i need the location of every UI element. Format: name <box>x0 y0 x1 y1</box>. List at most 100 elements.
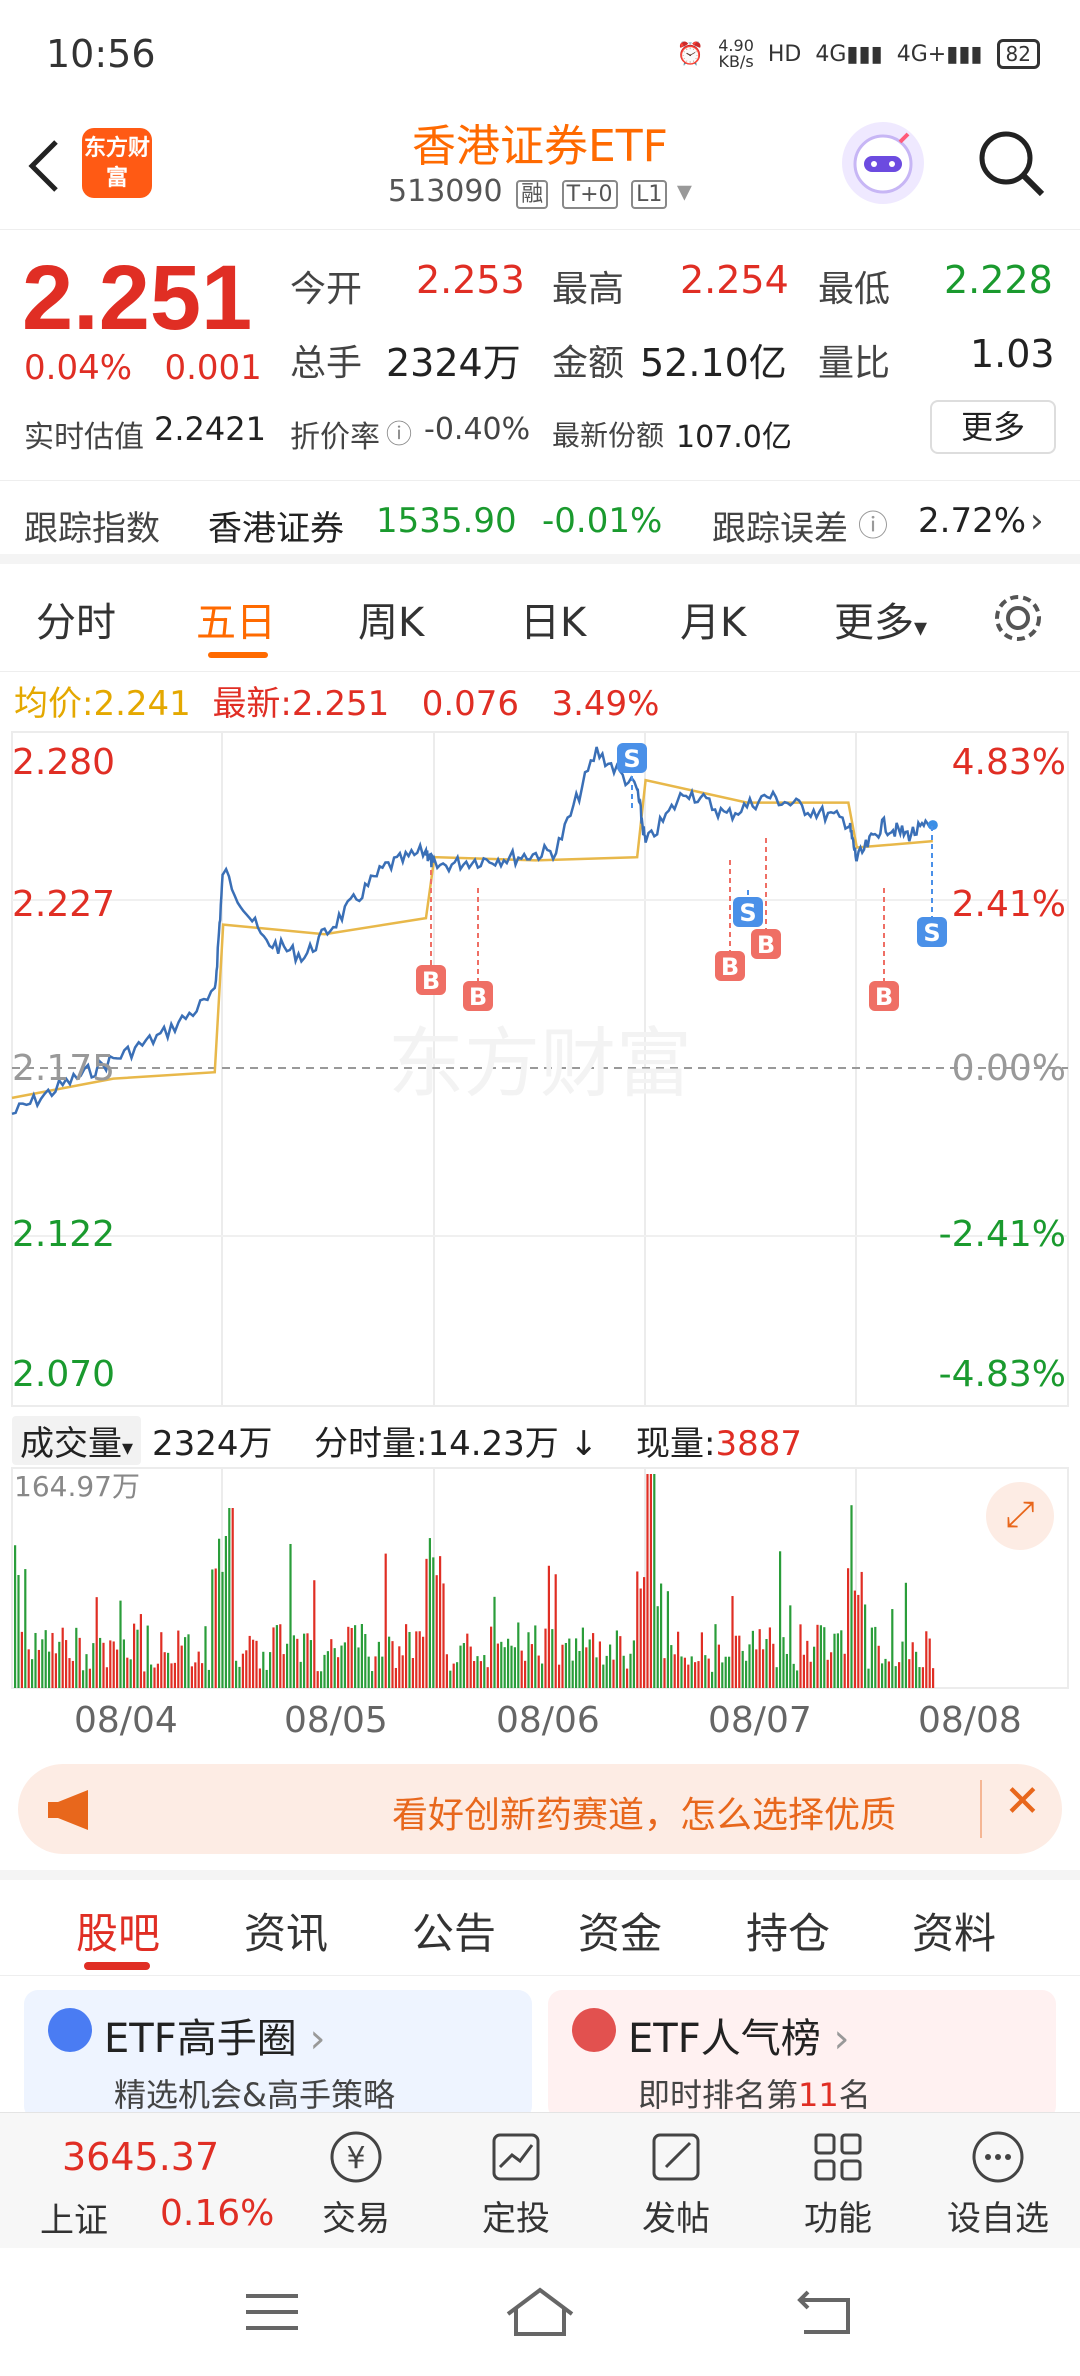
buy-marker[interactable] <box>463 981 493 1011</box>
volume-bar <box>717 1644 720 1688</box>
tab-five-day[interactable]: 五日 <box>196 600 276 646</box>
chevron-right-icon: › <box>1030 501 1044 541</box>
volume-max-label: 164.97万 <box>14 1470 140 1503</box>
volume-dropdown[interactable]: 成交量▾ <box>12 1416 142 1465</box>
sell-marker[interactable] <box>733 897 763 927</box>
menu-icon[interactable] <box>244 2292 300 2332</box>
sell-marker[interactable] <box>917 917 947 947</box>
back-arrow-icon[interactable] <box>24 136 64 196</box>
index-value[interactable]: 3645.37 <box>62 2135 220 2179</box>
nav-fixed-invest[interactable]: 定投 <box>456 2127 576 2240</box>
volume-bar <box>371 1671 374 1688</box>
date-4: 08/08 <box>918 1700 1022 1741</box>
volume-bar <box>653 1474 656 1688</box>
nav-functions[interactable]: 功能 <box>778 2127 898 2240</box>
buy-marker[interactable] <box>715 951 745 981</box>
volume-bar <box>592 1633 595 1688</box>
dropdown-icon[interactable]: ▾ <box>676 174 692 209</box>
app-logo[interactable]: 东方财富 <box>82 128 152 198</box>
tab-funds[interactable]: 资金 <box>578 1909 663 1958</box>
assistant-avatar-icon[interactable] <box>842 122 924 204</box>
close-icon[interactable]: ✕ <box>1004 1776 1041 1827</box>
tab-more[interactable]: 更多▾ <box>834 600 928 646</box>
volume-bar <box>238 1666 241 1688</box>
volume-total: 2324万 <box>152 1424 273 1464</box>
volume-bar <box>721 1662 724 1688</box>
tab-forum[interactable]: 股吧 <box>76 1909 161 1958</box>
back-icon[interactable] <box>796 2288 852 2336</box>
buy-marker[interactable] <box>869 981 899 1011</box>
content-tab-bar: 股吧 资讯 公告 资金 持仓 资料 <box>0 1880 1080 1976</box>
current-volume: 现量:3887 <box>636 1424 802 1464</box>
premium-value: -0.40% <box>424 412 531 447</box>
volume-bar <box>836 1633 839 1688</box>
low-label: 最低 <box>818 269 891 310</box>
tab-weekly[interactable]: 周K <box>358 600 425 646</box>
volume-bar <box>687 1664 690 1688</box>
promo-banner[interactable]: 看好创新药赛道，怎么选择优质 ✕ <box>18 1764 1062 1854</box>
settings-gear-icon[interactable] <box>990 590 1046 646</box>
tab-announcements[interactable]: 公告 <box>412 1909 497 1958</box>
nav-trade[interactable]: ¥ 交易 <box>296 2127 416 2240</box>
volume-bar <box>694 1662 697 1688</box>
index-name[interactable]: 上证 <box>40 2201 108 2241</box>
volume-bar <box>796 1670 799 1688</box>
volume-bar <box>245 1650 248 1688</box>
sell-marker[interactable] <box>617 743 647 773</box>
volume-bar <box>765 1639 768 1688</box>
nav-post[interactable]: 发帖 <box>616 2127 736 2240</box>
y-tick-2: 2.175 <box>12 1048 115 1089</box>
volume-bar <box>272 1627 275 1688</box>
tab-daily[interactable]: 日K <box>520 600 587 646</box>
volume-bar <box>724 1656 727 1688</box>
info-icon[interactable]: ⓘ <box>386 420 413 450</box>
volume-bar <box>745 1660 748 1688</box>
volume-bar <box>554 1574 557 1688</box>
index-change[interactable]: 0.16% <box>160 2193 275 2234</box>
tab-intraday[interactable]: 分时 <box>36 600 116 646</box>
ranking-chart-icon <box>572 2008 616 2052</box>
volume-chart[interactable]: 164.97万 ⤢ <box>0 1466 1080 1691</box>
volume-label: 总手 <box>290 343 363 384</box>
volume-bar <box>279 1624 282 1688</box>
volume-bar <box>306 1633 309 1688</box>
more-button[interactable]: 更多 <box>930 400 1056 454</box>
volume-bar <box>330 1639 333 1688</box>
volume-bar <box>517 1622 520 1688</box>
marker-letter: S <box>739 899 756 927</box>
volume-bar <box>150 1664 153 1688</box>
tab-holdings[interactable]: 持仓 <box>746 1909 831 1958</box>
tab-profile[interactable]: 资料 <box>912 1909 997 1958</box>
page-title: 香港证券ETF <box>412 121 668 172</box>
etf-expert-card[interactable]: ETF高手圈 › 精选机会&高手策略 <box>24 1990 532 2120</box>
help-icon[interactable]: ⓘ <box>858 509 888 544</box>
volume-bar <box>258 1668 261 1688</box>
volume-bar <box>496 1643 499 1688</box>
volume-bar <box>88 1668 91 1688</box>
net-speed: 4.90 KB/s <box>718 36 754 71</box>
volume-bar <box>41 1639 44 1688</box>
volume-bar <box>228 1508 231 1688</box>
tracking-row[interactable]: 跟踪指数 香港证券 1535.90 -0.01% 跟踪误差 ⓘ 2.72% › <box>0 480 1080 564</box>
volume-bar <box>564 1642 567 1688</box>
expand-icon[interactable]: ⤢ <box>986 1482 1054 1550</box>
search-icon[interactable] <box>974 126 1048 200</box>
volume-bar <box>337 1657 340 1688</box>
buy-marker[interactable] <box>751 929 781 959</box>
home-icon[interactable] <box>504 2286 576 2338</box>
volume-bar <box>690 1656 693 1688</box>
etf-ranking-card[interactable]: ETF人气榜 › 即时排名第11名 <box>548 1990 1056 2120</box>
volume-bar <box>524 1660 527 1688</box>
buy-marker[interactable] <box>416 965 446 995</box>
nav-add-watchlist[interactable]: 设自选 <box>938 2127 1058 2240</box>
volume-bar <box>425 1558 428 1688</box>
volume-bar <box>347 1626 350 1688</box>
volume-bar <box>27 1649 30 1688</box>
card-subtitle: 即时排名第11名 <box>638 2076 871 2114</box>
volume-bar <box>762 1649 765 1688</box>
tab-monthly[interactable]: 月K <box>680 600 747 646</box>
tab-news[interactable]: 资讯 <box>244 1909 329 1958</box>
status-bar: 10:56 ⏰ 4.90 KB/s HD 4G▮▮▮ 4G+▮▮▮ 82 <box>0 0 1080 100</box>
circle-logo-icon <box>48 2008 92 2052</box>
